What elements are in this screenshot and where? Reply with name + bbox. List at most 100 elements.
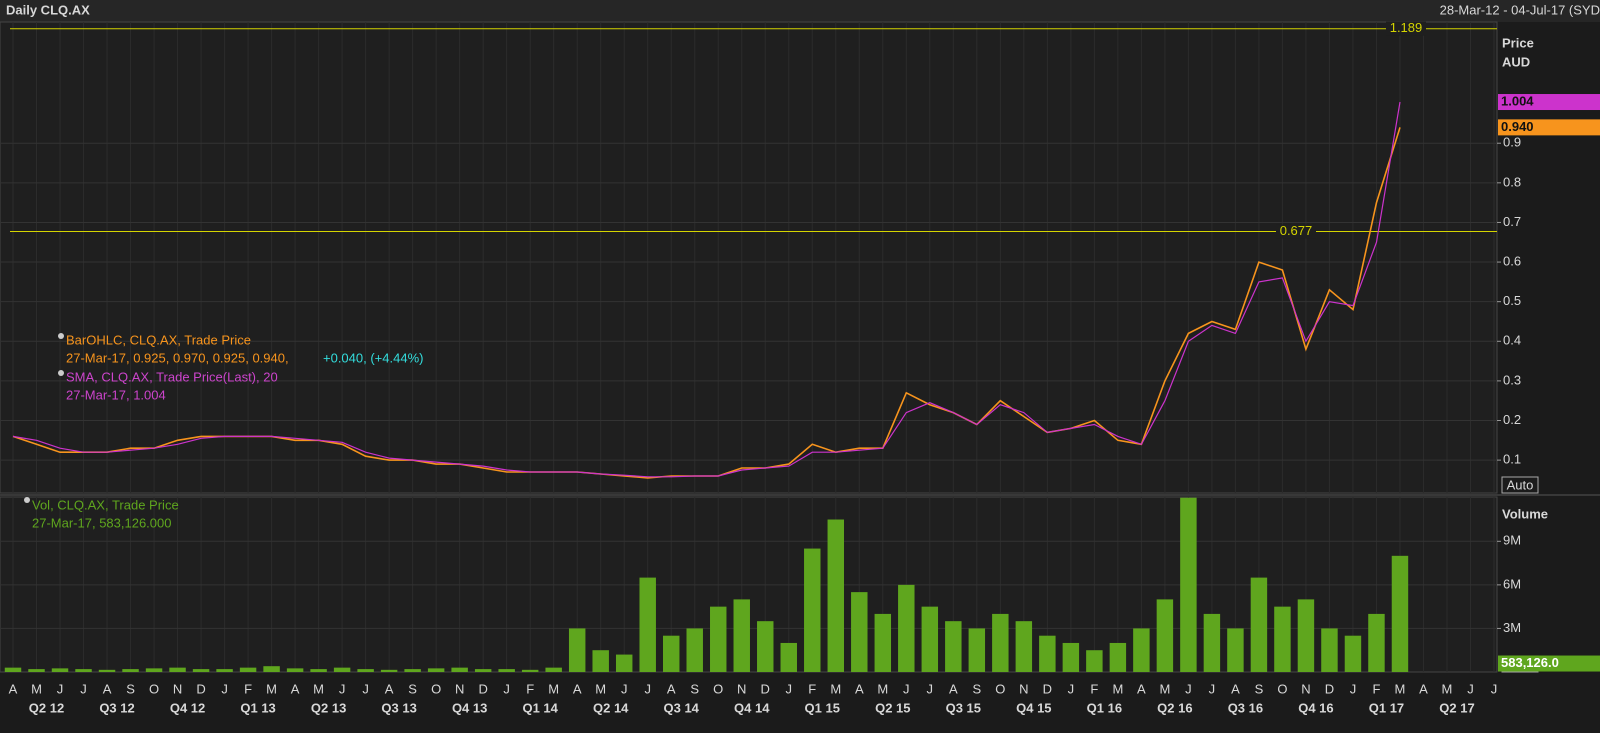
x-tick-label: D: [1043, 681, 1052, 696]
last-value-badge: [1498, 94, 1600, 111]
volume-bar: [51, 668, 69, 672]
x-tick-label: M: [1159, 681, 1170, 696]
y-tick-label: 0.8: [1503, 174, 1521, 189]
x-tick-label: F: [808, 681, 816, 696]
quarter-label: Q3 15: [946, 700, 981, 715]
x-tick-label: D: [478, 681, 487, 696]
volume-bar: [1086, 650, 1103, 672]
volume-bar: [710, 606, 727, 672]
x-tick-label: J: [1209, 681, 1216, 696]
quarter-label: Q2 13: [311, 700, 346, 715]
quarter-label: Q4 15: [1016, 700, 1051, 715]
price-panel: [0, 21, 1498, 494]
legend-entry: Vol, CLQ.AX, Trade Price: [32, 497, 179, 512]
legend-change: +0.040, (+4.44%): [323, 350, 423, 365]
x-tick-label: A: [667, 681, 676, 696]
volume-bar: [615, 654, 633, 672]
x-tick-label: J: [362, 681, 369, 696]
quarter-label: Q4 12: [170, 700, 205, 715]
x-tick-label: A: [1231, 681, 1240, 696]
volume-bar: [968, 628, 986, 672]
volume-bar: [4, 667, 22, 672]
x-tick-label: M: [1442, 681, 1453, 696]
x-tick-label: A: [949, 681, 958, 696]
x-tick-label: D: [761, 681, 770, 696]
quarter-label: Q1 13: [240, 700, 275, 715]
x-tick-label: A: [573, 681, 582, 696]
volume-bar: [1180, 497, 1197, 672]
volume-bar: [1203, 613, 1221, 672]
x-tick-label: M: [877, 681, 888, 696]
quarter-label: Q3 16: [1228, 700, 1263, 715]
x-tick-label: N: [173, 681, 182, 696]
x-tick-label: S: [408, 681, 417, 696]
y-tick-label: 0.3: [1503, 372, 1521, 387]
x-tick-label: J: [221, 681, 228, 696]
volume-bar: [75, 669, 92, 672]
volume-bar: [451, 667, 468, 672]
last-value-badge: [1498, 119, 1600, 136]
volume-bar: [145, 668, 163, 672]
x-tick-label: O: [1277, 681, 1287, 696]
volume-bar: [1250, 577, 1268, 672]
volume-bar: [404, 669, 421, 672]
y-tick-label: 3M: [1503, 620, 1521, 635]
legend-icon[interactable]: [58, 370, 64, 376]
volume-bar: [122, 669, 139, 672]
date-range: 28-Mar-12 - 04-Jul-17 (SYD: [1440, 2, 1600, 17]
y-tick-label: 0.4: [1503, 333, 1521, 348]
volume-bar: [1297, 599, 1315, 672]
x-tick-label: O: [995, 681, 1005, 696]
x-tick-label: J: [1068, 681, 1075, 696]
x-tick-label: J: [57, 681, 64, 696]
auto-button[interactable]: [1501, 476, 1539, 494]
legend-icon[interactable]: [24, 497, 30, 503]
x-tick-label: M: [313, 681, 324, 696]
hline-label-bg: [1386, 21, 1426, 36]
auto-button-label[interactable]: Auto: [1507, 477, 1534, 492]
x-tick-label: J: [927, 681, 934, 696]
volume-bar: [357, 669, 374, 672]
x-tick-label: A: [855, 681, 864, 696]
volume-bar: [427, 668, 445, 672]
x-tick-label: J: [644, 681, 651, 696]
volume-bar: [263, 666, 280, 672]
legend-entry: BarOHLC, CLQ.AX, Trade Price: [66, 332, 251, 347]
marks: 1.189 0.677: [4, 20, 1497, 672]
hline-label: 0.677: [1280, 223, 1313, 238]
x-tick-label: A: [103, 681, 112, 696]
title-bar: [0, 0, 1600, 22]
volume-bar: [733, 599, 750, 672]
y-tick-label: 9M: [1503, 533, 1521, 548]
x-tick-label: M: [830, 681, 841, 696]
volume-bar: [1156, 599, 1174, 672]
volume-bar: [521, 669, 539, 672]
quarter-label: Q1 17: [1369, 700, 1404, 715]
x-tick-label: F: [1372, 681, 1380, 696]
x-tick-label: J: [1185, 681, 1192, 696]
volume-bar: [286, 668, 304, 672]
x-tick-label: S: [972, 681, 981, 696]
series-line: [12, 101, 1401, 478]
volume-bar: [874, 613, 892, 672]
quarter-label: Q3 12: [99, 700, 134, 715]
quarter-label: Q1 16: [1087, 700, 1122, 715]
x-tick-label: J: [903, 681, 910, 696]
x-tick-label: O: [149, 681, 159, 696]
quarter-label: Q2 17: [1439, 700, 1474, 715]
volume-bar: [1344, 635, 1362, 672]
volume-bar: [1109, 642, 1127, 672]
quarter-label: Q2 12: [29, 700, 64, 715]
x-tick-label: A: [9, 681, 18, 696]
volume-bar: [28, 669, 45, 672]
chart-title: Daily CLQ.AX: [6, 2, 90, 17]
volume-bar: [192, 669, 210, 672]
legend-icon[interactable]: [58, 333, 64, 339]
volume-bar: [498, 669, 515, 672]
x-tick-label: F: [244, 681, 252, 696]
quarter-label: Q3 13: [381, 700, 416, 715]
legend-entry: SMA, CLQ.AX, Trade Price(Last), 20: [66, 369, 278, 384]
x-tick-label: D: [1325, 681, 1334, 696]
